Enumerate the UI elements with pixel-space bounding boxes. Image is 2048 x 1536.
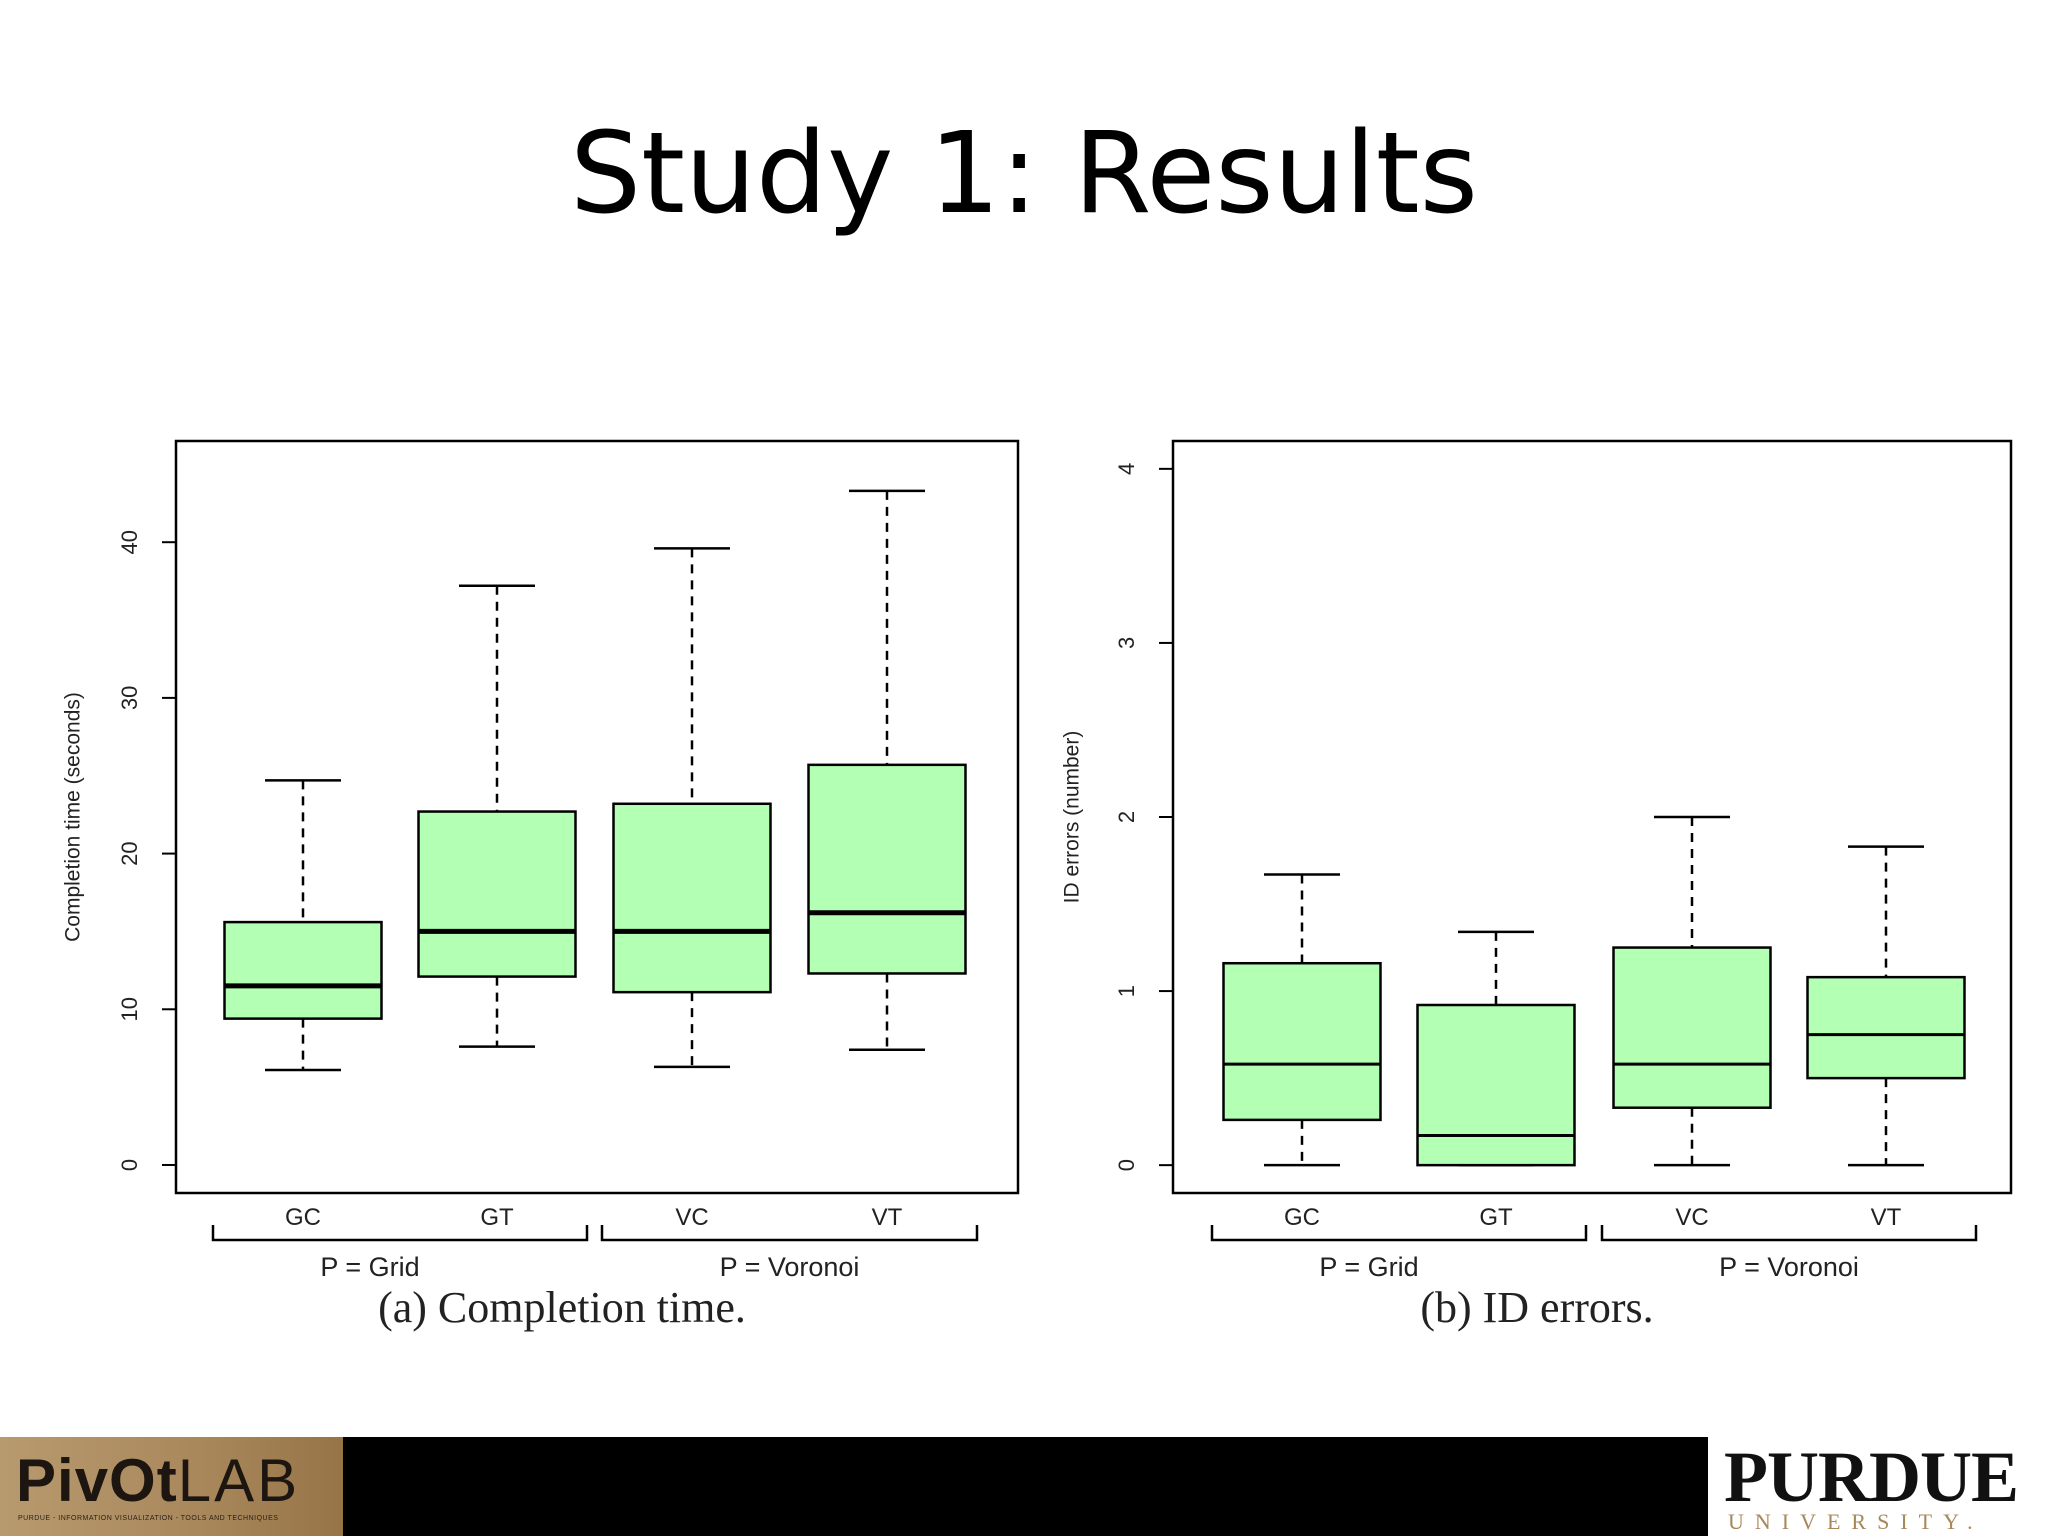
group-bracket xyxy=(211,1225,589,1242)
box-gt xyxy=(417,584,577,1048)
pivotlab-logo-bold: PivOt xyxy=(16,1447,178,1514)
iqr-box xyxy=(417,810,577,978)
purdue-logo: PURDUE UNIVERSITY. xyxy=(1708,1437,2048,1536)
group-bracket xyxy=(1600,1225,1978,1242)
iqr-box xyxy=(807,763,967,975)
group-label: P = Voronoi xyxy=(720,1252,860,1282)
category-label: VT xyxy=(872,1204,903,1231)
group-label: P = Grid xyxy=(1319,1252,1418,1282)
box-vt xyxy=(807,489,967,1052)
iqr-box xyxy=(1416,1003,1576,1167)
completion-time-chart: 0 10 20 30 40 Completion time (seconds) GC GT VC… xyxy=(62,439,1020,1332)
id-errors-chart: 0 1 2 3 4 ID errors (number) GC GT VC VT P = Grid P… xyxy=(1061,439,2013,1332)
y-tick-label: 3 xyxy=(1114,637,1139,649)
category-label: GC xyxy=(285,1204,321,1231)
iqr-box xyxy=(223,920,383,1020)
category-label: VC xyxy=(675,1204,708,1231)
chart-caption: (a) Completion time. xyxy=(378,1283,746,1332)
box-gt xyxy=(1416,930,1576,1167)
group-label: P = Voronoi xyxy=(1719,1252,1859,1282)
chart-caption: (b) ID errors. xyxy=(1420,1283,1653,1332)
y-tick-label: 40 xyxy=(117,530,142,554)
pivotlab-logo: PivOtLAB PURDUE - INFORMATION VISUALIZAT… xyxy=(0,1437,343,1536)
y-tick-label: 1 xyxy=(1114,985,1139,997)
iqr-box xyxy=(612,802,772,994)
box-gc xyxy=(1222,873,1382,1167)
y-tick-label: 10 xyxy=(117,997,142,1021)
group-bracket xyxy=(600,1225,979,1242)
pivotlab-tagline: PURDUE - INFORMATION VISUALIZATION - TOO… xyxy=(18,1515,279,1522)
y-tick-label: 0 xyxy=(1114,1159,1139,1171)
y-axis-label: ID errors (number) xyxy=(1061,731,1084,904)
purdue-logo-name: PURDUE xyxy=(1724,1437,2019,1517)
plot-frame xyxy=(174,439,1020,1195)
box-vc xyxy=(1612,815,1772,1167)
box-gc xyxy=(223,779,383,1072)
box-vt xyxy=(1806,845,1966,1167)
slide-title: Study 1: Results xyxy=(570,109,1478,239)
box-vc xyxy=(612,547,772,1069)
y-tick-label: 4 xyxy=(1114,463,1139,475)
y-tick-label: 2 xyxy=(1114,811,1139,823)
y-tick-label: 0 xyxy=(117,1159,142,1171)
category-label: GT xyxy=(1479,1204,1513,1231)
group-label: P = Grid xyxy=(320,1252,419,1282)
pivotlab-logo-light: LAB xyxy=(177,1447,301,1514)
category-label: GT xyxy=(480,1204,514,1231)
category-label: GC xyxy=(1284,1204,1320,1231)
iqr-box xyxy=(1806,975,1966,1080)
y-tick-label: 20 xyxy=(117,841,142,865)
iqr-box xyxy=(1222,961,1382,1122)
y-tick-label: 30 xyxy=(117,686,142,710)
category-label: VC xyxy=(1675,1204,1708,1231)
iqr-box xyxy=(1612,946,1772,1109)
group-bracket xyxy=(1210,1225,1588,1242)
category-label: VT xyxy=(1871,1204,1902,1231)
purdue-logo-subtitle: UNIVERSITY. xyxy=(1728,1509,1984,1534)
y-axis-label: Completion time (seconds) xyxy=(62,692,85,942)
